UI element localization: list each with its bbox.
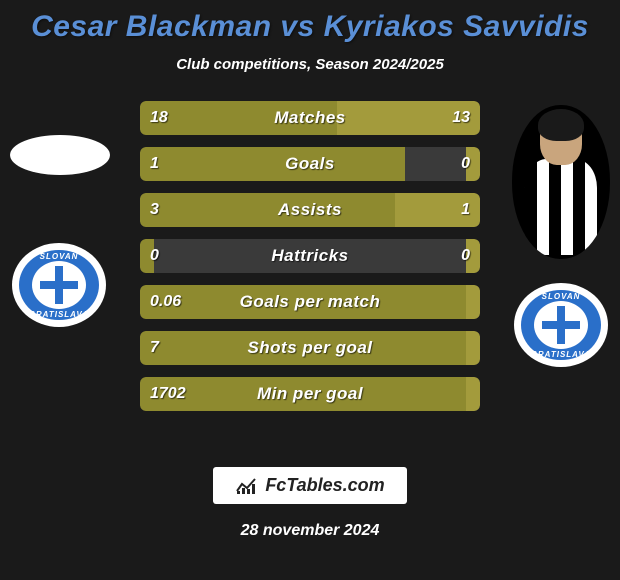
stat-value-right: 1 bbox=[451, 193, 480, 227]
branding-badge[interactable]: FcTables.com bbox=[213, 467, 406, 504]
stat-row: 1702Min per goal bbox=[140, 377, 480, 411]
stat-row: 0Hattricks0 bbox=[140, 239, 480, 273]
stat-row: 7Shots per goal bbox=[140, 331, 480, 365]
stat-label: Matches bbox=[140, 101, 480, 135]
crest-text-bottom: BRATISLAVA bbox=[19, 310, 99, 319]
page-title: Cesar Blackman vs Kyriakos Savvidis bbox=[0, 10, 620, 44]
stat-row: 3Assists1 bbox=[140, 193, 480, 227]
stat-label: Goals bbox=[140, 147, 480, 181]
stat-label: Hattricks bbox=[140, 239, 480, 273]
crest-text-top: SLOVAN bbox=[19, 252, 99, 261]
branding-text: FcTables.com bbox=[265, 475, 384, 496]
team-left-crest: SLOVAN BRATISLAVA bbox=[10, 241, 108, 329]
content-area: SLOVAN BRATISLAVA SLOVAN BRATISLAVA bbox=[0, 101, 620, 421]
stat-row: 1Goals0 bbox=[140, 147, 480, 181]
stat-value-right: 13 bbox=[442, 101, 480, 135]
player-photo-icon bbox=[512, 105, 610, 259]
stat-label: Shots per goal bbox=[140, 331, 480, 365]
footer: FcTables.com 28 november 2024 bbox=[0, 467, 620, 540]
cross-icon bbox=[542, 306, 580, 344]
stat-row: 18Matches13 bbox=[140, 101, 480, 135]
page-subtitle: Club competitions, Season 2024/2025 bbox=[0, 56, 620, 73]
player-left-avatar bbox=[10, 105, 110, 205]
stat-value-right bbox=[460, 377, 480, 411]
stat-row: 0.06Goals per match bbox=[140, 285, 480, 319]
stat-value-right bbox=[460, 331, 480, 365]
comparison-card: Cesar Blackman vs Kyriakos Savvidis Club… bbox=[0, 0, 620, 580]
stat-rows: 18Matches131Goals03Assists10Hattricks00.… bbox=[140, 101, 480, 423]
stat-value-right: 0 bbox=[451, 147, 480, 181]
chart-icon bbox=[235, 477, 257, 495]
player-right-avatar bbox=[512, 105, 610, 259]
generated-date: 28 november 2024 bbox=[241, 522, 380, 540]
stat-value-right bbox=[460, 285, 480, 319]
crest-text-bottom: BRATISLAVA bbox=[521, 350, 601, 359]
stat-label: Min per goal bbox=[140, 377, 480, 411]
stat-value-right: 0 bbox=[451, 239, 480, 273]
stat-label: Assists bbox=[140, 193, 480, 227]
crest-text-top: SLOVAN bbox=[521, 292, 601, 301]
silhouette-icon bbox=[10, 135, 110, 175]
stat-label: Goals per match bbox=[140, 285, 480, 319]
team-right-crest: SLOVAN BRATISLAVA bbox=[512, 281, 610, 369]
cross-icon bbox=[40, 266, 78, 304]
